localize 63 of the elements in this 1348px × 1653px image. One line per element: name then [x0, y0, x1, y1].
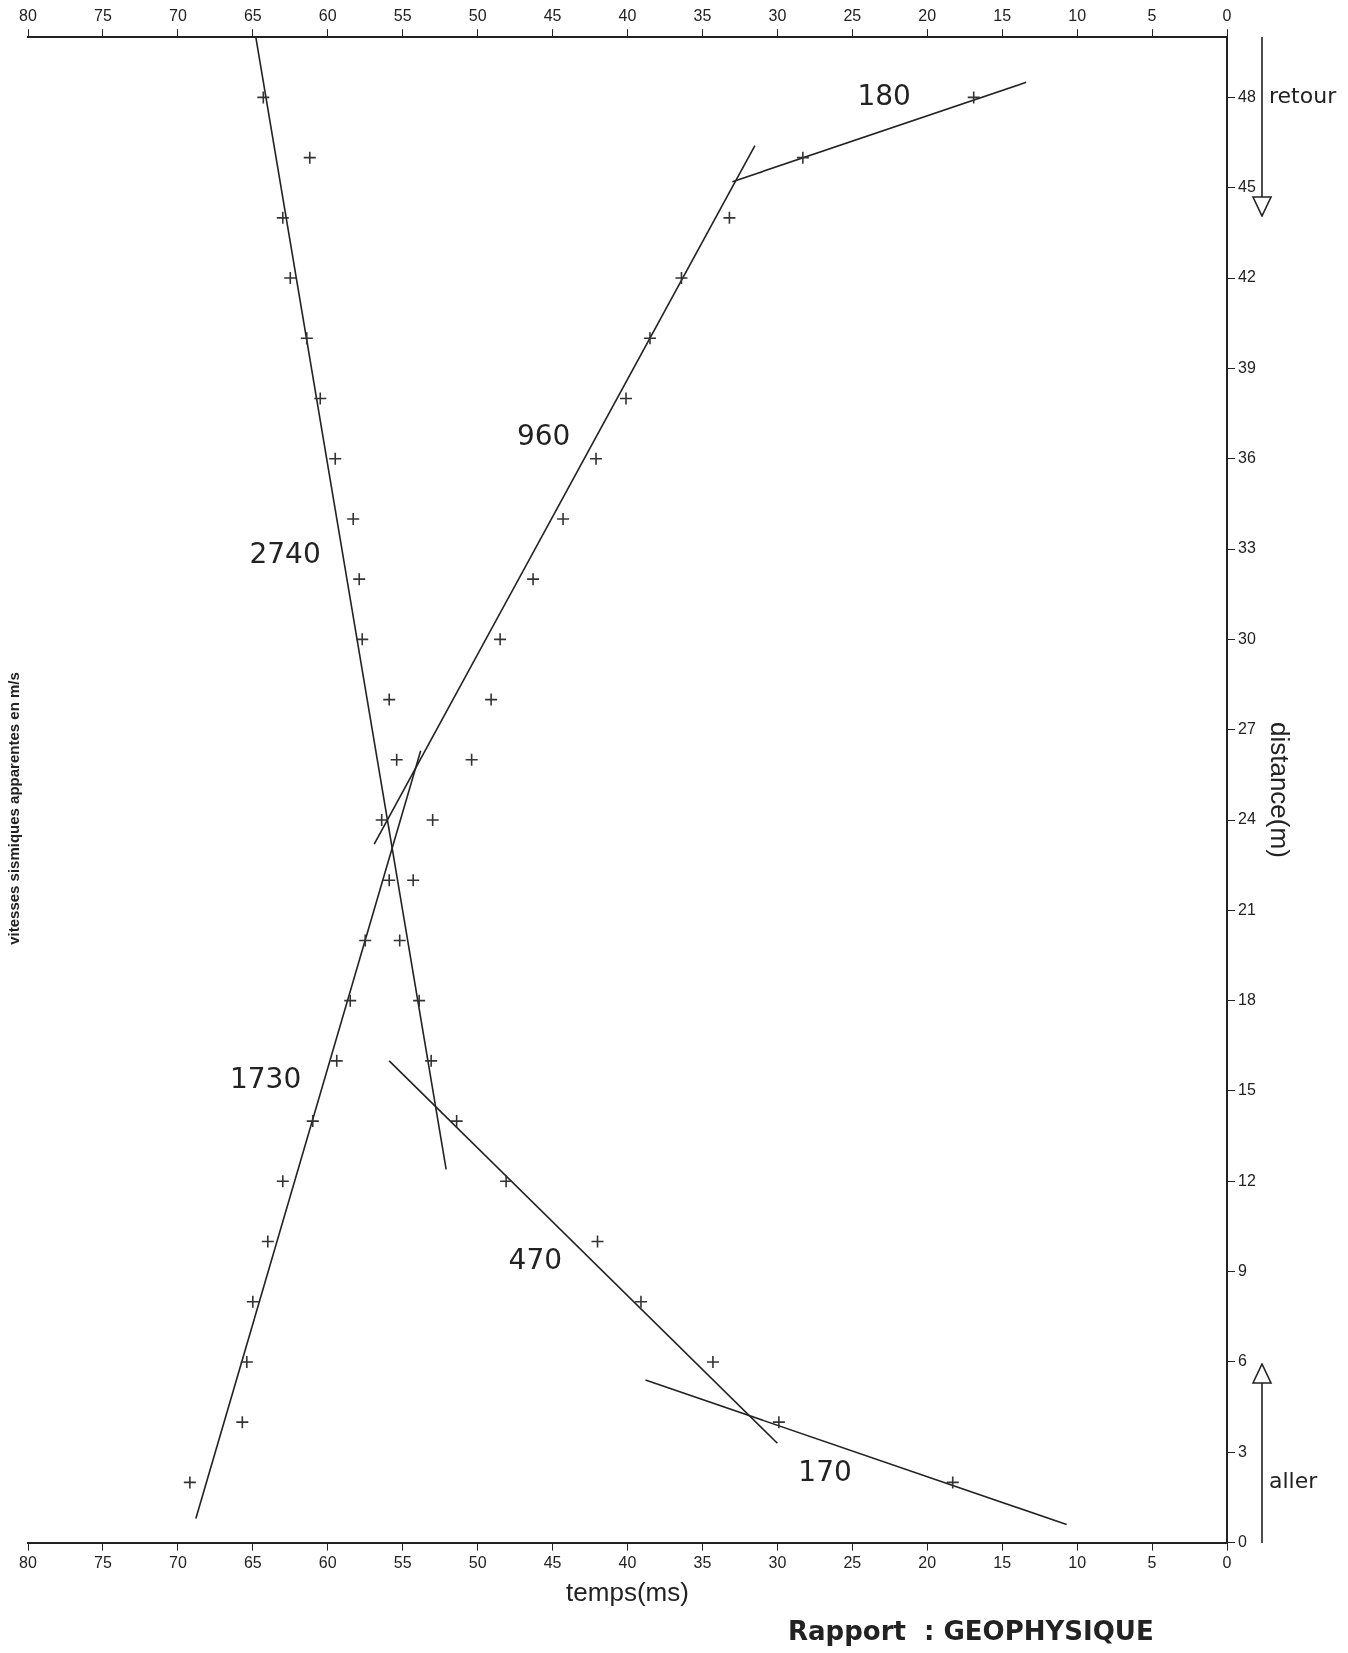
annotation: 170: [798, 1455, 852, 1489]
x-tick-label: 20: [918, 1553, 937, 1571]
annotation: 960: [516, 419, 571, 453]
x2-tick-label: 10: [1068, 7, 1087, 25]
x-tick-label: 10: [1068, 1553, 1087, 1571]
text: retour: [1269, 82, 1338, 108]
x2-tick-label: 75: [94, 7, 112, 25]
x2-tick-label: 55: [393, 7, 412, 25]
annotation: 180: [857, 79, 911, 113]
x-tick-label: 0: [1222, 1553, 1232, 1571]
x2-tick-label: 25: [843, 7, 862, 25]
x-tick-label: 5: [1147, 1553, 1157, 1571]
x2-tick-label: 5: [1147, 7, 1157, 25]
x-tick-label: 45: [543, 1553, 562, 1571]
text: aller: [1269, 1468, 1319, 1494]
y-tick-label: 3: [1238, 1442, 1247, 1460]
y-tick-label: 6: [1238, 1352, 1247, 1370]
y-tick-label: 18: [1238, 991, 1256, 1009]
y-tick-label: 33: [1238, 539, 1256, 557]
y-tick-label: 30: [1238, 629, 1256, 647]
y-tick-label: 12: [1238, 1171, 1256, 1189]
y-tick-label: 36: [1238, 449, 1256, 467]
x2-tick-label: 50: [468, 7, 487, 25]
annotation: 1730: [229, 1061, 302, 1095]
x2-tick-label: 65: [243, 7, 262, 25]
y-tick-label: 15: [1238, 1081, 1256, 1099]
x2-tick-label: 0: [1222, 7, 1232, 25]
x-tick-label: 40: [618, 1553, 637, 1571]
y-tick-label: 21: [1238, 900, 1256, 918]
x2-tick-label: 30: [768, 7, 787, 25]
x-tick-label: 50: [468, 1553, 487, 1571]
y-tick-label: 48: [1238, 87, 1256, 105]
y-tick-label: 9: [1238, 1262, 1247, 1280]
x-axis-title: temps(ms): [566, 1576, 689, 1607]
x-tick-label: 75: [94, 1553, 112, 1571]
x-tick-label: 25: [843, 1553, 862, 1571]
y-tick-label: 45: [1238, 178, 1256, 196]
x2-tick-label: 15: [993, 7, 1012, 25]
x-tick-label: 15: [993, 1553, 1012, 1571]
text: vitesses sismiques apparentes en m/s: [5, 672, 23, 945]
y-tick-label: 39: [1238, 358, 1256, 376]
x-tick-label: 60: [318, 1553, 337, 1571]
x-tick-label: 70: [168, 1553, 187, 1571]
x2-tick-label: 35: [693, 7, 712, 25]
y-tick-label: 0: [1238, 1533, 1247, 1551]
x2-tick-label: 20: [918, 7, 937, 25]
x-tick-label: 30: [768, 1553, 787, 1571]
y-tick-label: 42: [1238, 268, 1256, 286]
x2-tick-label: 60: [318, 7, 337, 25]
x-tick-label: 80: [19, 1553, 37, 1571]
x2-tick-label: 40: [618, 7, 637, 25]
x2-tick-label: 70: [168, 7, 187, 25]
x2-tick-label: 45: [543, 7, 562, 25]
text: Rapport : GEOPHYSIQUE: [788, 1615, 1154, 1646]
y-tick-label: 27: [1238, 720, 1256, 738]
annotation: 470: [508, 1243, 563, 1277]
y-axis-title: distance(m): [1265, 721, 1296, 858]
x-tick-label: 65: [243, 1553, 262, 1571]
y-tick-label: 24: [1238, 810, 1256, 828]
x-tick-label: 35: [693, 1553, 712, 1571]
x2-tick-label: 80: [19, 7, 37, 25]
annotation: 2740: [249, 537, 321, 571]
x-tick-label: 55: [393, 1553, 412, 1571]
